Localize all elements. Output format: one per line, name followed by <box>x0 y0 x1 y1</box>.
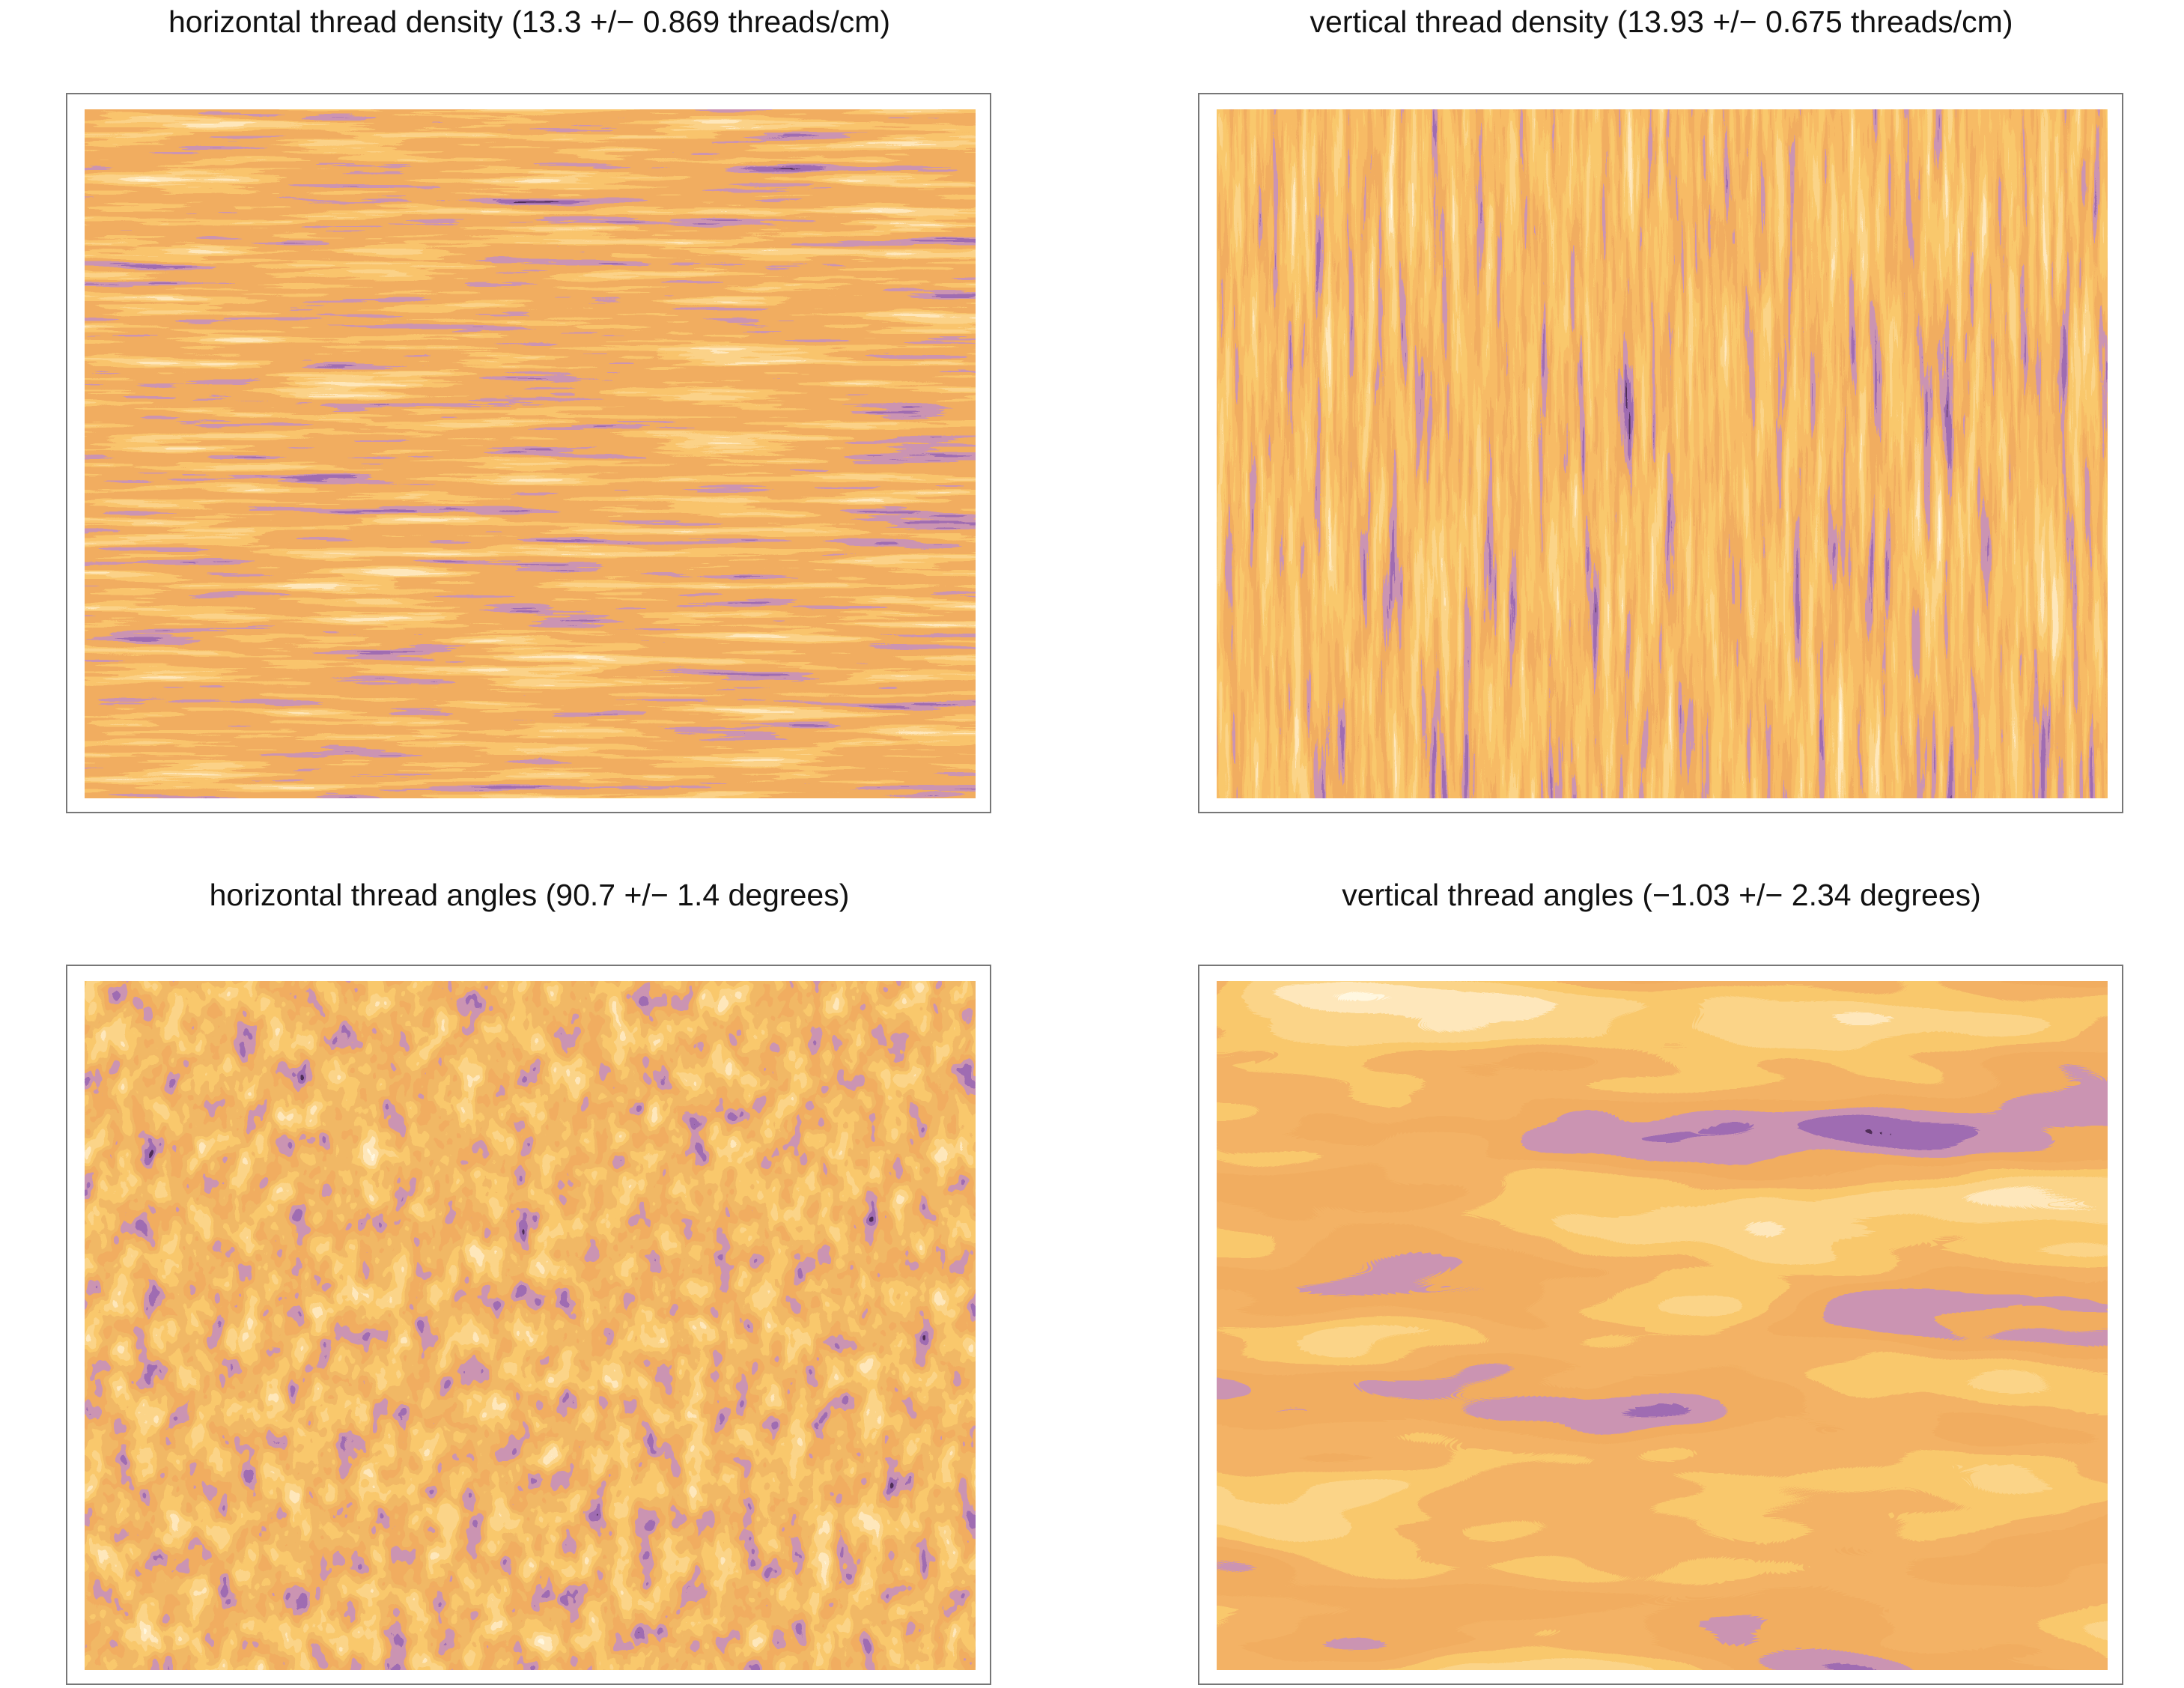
heatmap <box>85 981 976 1670</box>
panel-title: vertical thread density (13.93 +/− 0.675… <box>1310 4 2013 39</box>
panel-title: horizontal thread density (13.3 +/− 0.86… <box>168 4 891 39</box>
heatmap <box>1217 109 2108 798</box>
panel-title: vertical thread angles (−1.03 +/− 2.34 d… <box>1342 878 1981 912</box>
panel-title: horizontal thread angles (90.7 +/− 1.4 d… <box>209 878 850 912</box>
heatmap-frame <box>66 965 991 1685</box>
heatmap <box>85 109 976 798</box>
heatmap-frame <box>1198 965 2123 1685</box>
heatmap <box>1217 981 2108 1670</box>
heatmap-frame <box>66 93 991 813</box>
heatmap-frame <box>1198 93 2123 813</box>
